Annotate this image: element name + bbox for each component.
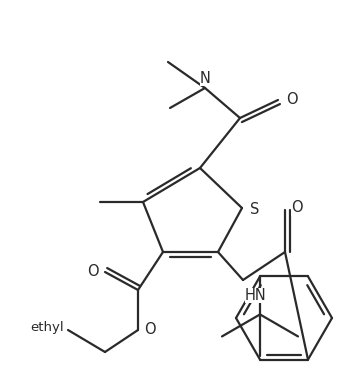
Text: ethyl: ethyl [30, 321, 64, 335]
Text: HN: HN [245, 288, 267, 303]
Text: S: S [250, 203, 259, 217]
Text: O: O [291, 200, 303, 215]
Text: O: O [144, 323, 155, 338]
Text: O: O [286, 92, 298, 108]
Text: O: O [87, 264, 99, 279]
Text: N: N [200, 71, 211, 86]
